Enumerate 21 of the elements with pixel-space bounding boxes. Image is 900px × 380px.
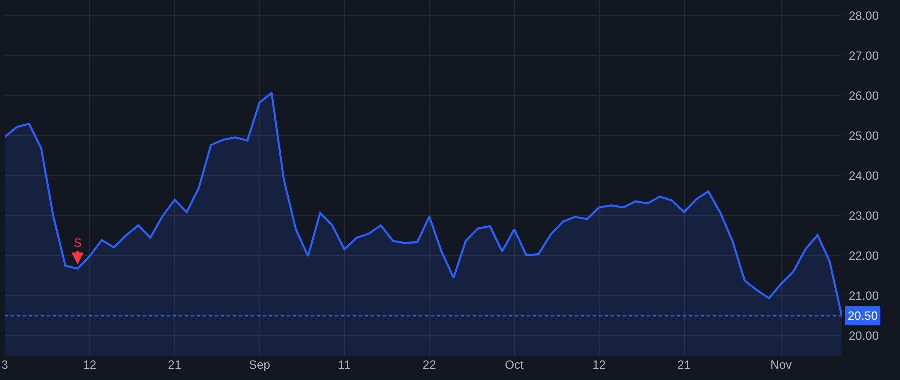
y-tick-label: 23.00 [849,209,880,224]
x-tick-label: 11 [338,358,352,372]
x-tick-label: 3 [2,358,9,372]
y-tick-label: 21.00 [849,289,880,304]
annotation: S [74,236,82,250]
x-tick-label: 21 [168,358,182,372]
x-tick-label: Oct [505,358,524,372]
x-tick-label: Nov [770,358,792,372]
ref-line-label: 20.50 [848,309,878,323]
y-tick-label: 27.00 [849,49,880,64]
x-tick-label: 12 [592,358,606,372]
x-tick-label: 12 [83,358,97,372]
y-tick-label: 22.00 [849,249,880,264]
x-tick-label: 21 [678,358,692,372]
x-tick-label: Sep [249,358,271,372]
y-tick-label: 26.00 [849,89,880,104]
y-tick-label: 24.00 [849,169,880,184]
y-tick-label: 25.00 [849,129,880,144]
x-tick-label: 22 [422,358,437,372]
y-tick-label: 28.00 [849,9,880,24]
y-tick-label: 20.00 [849,329,880,344]
